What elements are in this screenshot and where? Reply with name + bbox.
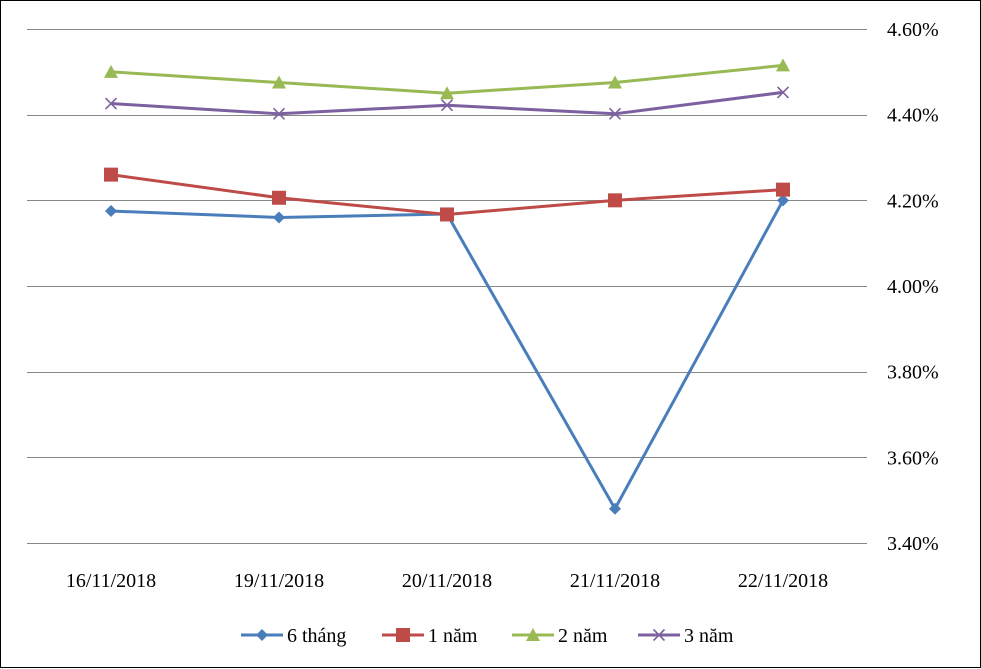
series-1-point-4 xyxy=(776,182,790,197)
y-tick-label-1: 3.60% xyxy=(887,447,939,469)
legend: 6 tháng 1 năm 2 năm 3 năm xyxy=(241,625,734,647)
series-2-point-0 xyxy=(104,64,118,78)
y-tick-label-5: 4.40% xyxy=(887,105,939,127)
series-2-point-2 xyxy=(440,86,454,100)
y-axis-tick-labels: 3.40% 3.60% 3.80% 4.00% 4.20% 4.40% 4.60% xyxy=(887,19,939,555)
series-1-point-2 xyxy=(440,207,454,222)
y-tick-label-3: 4.00% xyxy=(887,276,939,298)
series-3 xyxy=(104,86,790,120)
gridlines xyxy=(27,29,867,544)
legend-swatch-marker-2 xyxy=(526,628,540,641)
series-3-point-4-stroke-b xyxy=(776,86,790,99)
series-1-point-1 xyxy=(272,190,286,205)
series-2-point-4 xyxy=(776,58,790,72)
series-3-point-1-stroke-b xyxy=(272,107,286,120)
series-0 xyxy=(105,194,789,515)
series-1-point-0 xyxy=(104,167,118,182)
x-tick-label-3: 21/11/2018 xyxy=(570,570,660,592)
series-1 xyxy=(104,167,790,222)
series-3-point-3 xyxy=(608,107,622,120)
legend-label-2: 2 năm xyxy=(558,625,608,647)
series-3-point-0-stroke-b xyxy=(104,97,118,110)
legend-item-1: 1 năm xyxy=(382,625,478,647)
series-3-point-0 xyxy=(104,97,118,110)
legend-label-1: 1 năm xyxy=(428,625,478,647)
series-0-line xyxy=(110,199,785,511)
legend-item-2: 2 năm xyxy=(512,625,608,647)
series-0-point-3 xyxy=(609,502,621,515)
series-3-point-3-stroke-b xyxy=(608,107,622,120)
series-2 xyxy=(104,58,790,100)
x-tick-label-1: 19/11/2018 xyxy=(234,570,324,592)
series-3-point-2 xyxy=(440,99,454,112)
y-tick-label-4: 4.20% xyxy=(887,190,939,212)
series-0-point-4 xyxy=(777,194,789,207)
x-tick-label-2: 20/11/2018 xyxy=(402,570,492,592)
legend-swatch-marker-0 xyxy=(256,629,268,641)
series-0-point-1 xyxy=(273,211,285,224)
y-tick-label-2: 3.80% xyxy=(887,362,939,384)
legend-swatch-marker-1 xyxy=(396,628,410,642)
legend-swatch-marker-3 xyxy=(652,628,666,642)
legend-label-3: 3 năm xyxy=(684,625,734,647)
series-2-point-1 xyxy=(272,75,286,89)
series-0-point-0 xyxy=(105,205,117,218)
series-3-point-2-stroke-b xyxy=(440,99,454,112)
y-tick-label-6: 4.60% xyxy=(887,19,939,41)
series-2-point-3 xyxy=(608,75,622,89)
x-tick-label-4: 22/11/2018 xyxy=(738,570,828,592)
series-3-point-4 xyxy=(776,86,790,99)
legend-swatch-marker-3-stroke-b xyxy=(652,628,666,642)
series-group xyxy=(104,58,790,515)
series-3-point-1 xyxy=(272,107,286,120)
legend-label-0: 6 tháng xyxy=(287,625,346,647)
y-tick-label-0: 3.40% xyxy=(887,533,939,555)
legend-item-3: 3 năm xyxy=(638,625,734,647)
x-tick-label-0: 16/11/2018 xyxy=(66,570,156,592)
series-1-point-3 xyxy=(608,193,622,208)
x-axis-tick-labels: 16/11/2018 19/11/2018 20/11/2018 21/11/2018… xyxy=(66,570,828,592)
legend-item-0: 6 tháng xyxy=(241,625,346,647)
